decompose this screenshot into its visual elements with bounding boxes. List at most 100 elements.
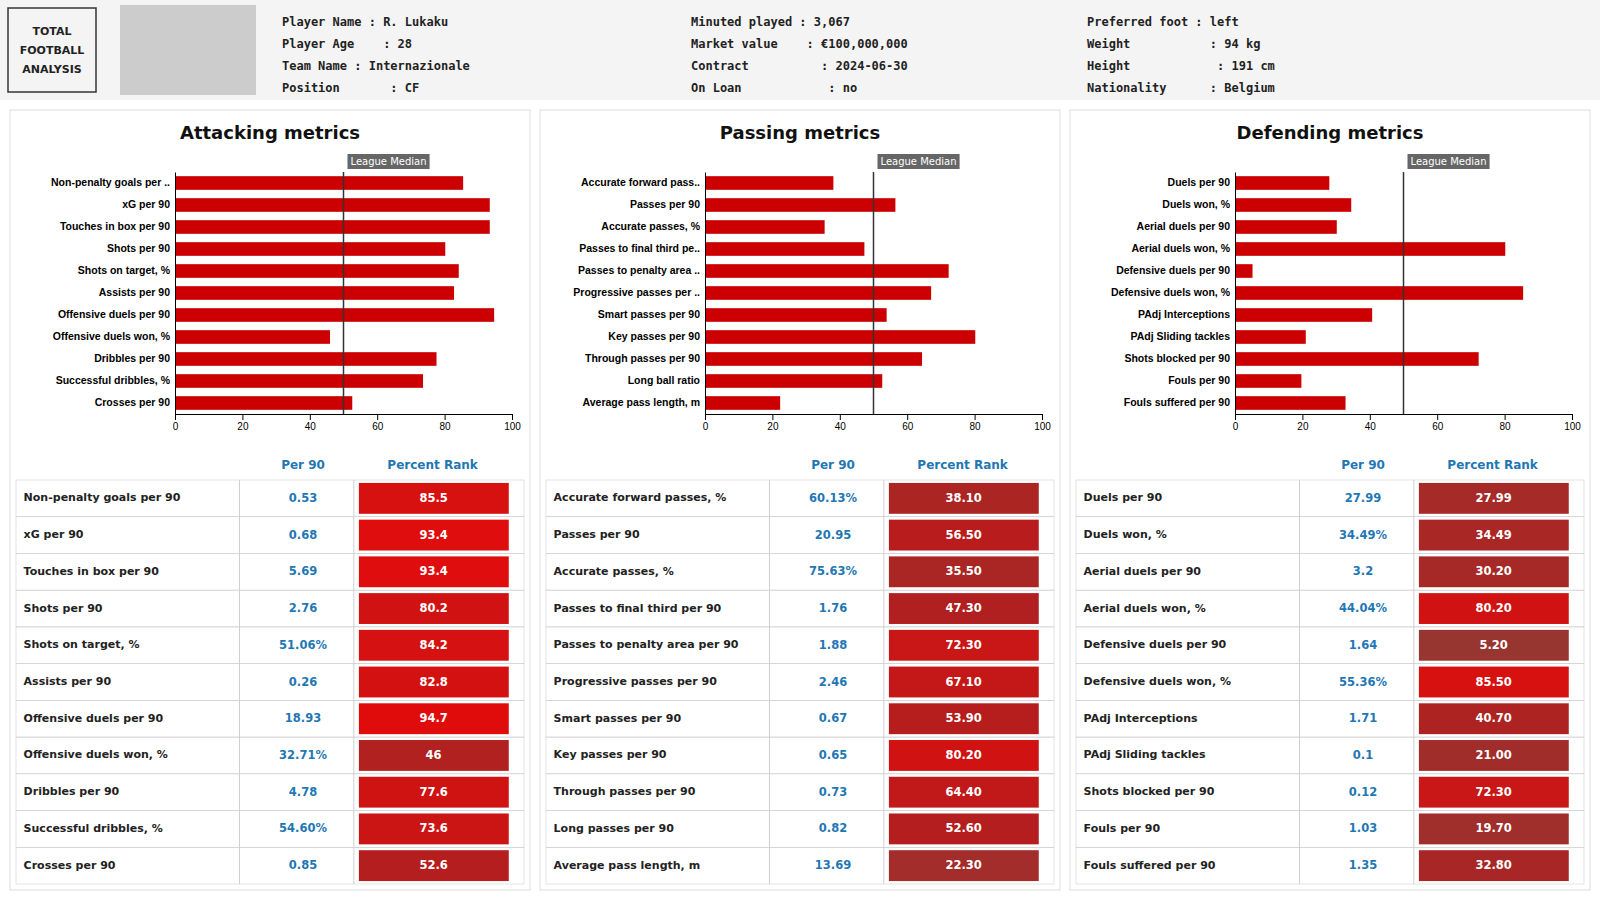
table-label: Accurate passes, % (554, 565, 674, 578)
x-tick-mark (772, 414, 773, 420)
table-label: Aerial duels won, % (1084, 602, 1206, 615)
pct-rank-label: 73.6 (419, 821, 447, 835)
pct-rank-box (359, 667, 509, 698)
y-tick-label: Fouls suffered per 90 (1124, 396, 1230, 408)
pct-rank-box (359, 556, 509, 587)
bar (705, 352, 922, 366)
pct-rank-label: 21.00 (1475, 748, 1511, 762)
median-label-text: League Median (881, 156, 957, 167)
per90-value: 1.76 (819, 601, 847, 615)
bar-chart: League Median020406080100Accurate forwar… (573, 154, 1051, 432)
y-tick: Accurate forward pass.. (581, 176, 700, 188)
table-label: Duels won, % (1084, 528, 1167, 541)
x-tick-label: 20 (237, 421, 249, 432)
median-line (1403, 172, 1405, 414)
bar (1235, 242, 1505, 256)
table-divider (353, 553, 354, 590)
table-divider (1299, 590, 1300, 627)
pct-rank-box (889, 813, 1039, 844)
table-divider (883, 590, 884, 627)
pct-rank-box (359, 593, 509, 624)
table-label: Key passes per 90 (554, 748, 667, 761)
pct-rank-box (359, 630, 509, 661)
pct-rank-label: 52.60 (945, 821, 981, 835)
y-tick: PAdj Interceptions (1138, 308, 1230, 320)
x-tick-mark (242, 414, 243, 420)
table: Per 90Percent RankAccurate forward passe… (546, 458, 1054, 885)
panel: Passing metricsLeague Median020406080100… (540, 110, 1060, 890)
y-tick-label: Accurate passes, % (601, 220, 700, 232)
table-label: Shots per 90 (24, 602, 103, 615)
pct-rank-label: 72.30 (945, 638, 981, 652)
per90-value: 0.65 (819, 748, 847, 762)
player-info: Contract : 2024-06-30 (691, 59, 908, 73)
table: Per 90Percent RankDuels per 9027.9927.99… (1076, 458, 1584, 885)
per90-value: 75.63% (809, 564, 857, 578)
bar (1235, 352, 1479, 366)
pct-rank-box (359, 520, 509, 551)
pct-rank-box (889, 703, 1039, 734)
x-tick-label: 40 (835, 421, 847, 432)
table-divider (769, 480, 770, 517)
pct-rank-label: 5.20 (1479, 638, 1507, 652)
y-tick-label: Key passes per 90 (608, 330, 700, 342)
table-divider (239, 737, 240, 774)
per90-value: 0.12 (1349, 785, 1377, 799)
bar (705, 176, 833, 190)
x-tick-label: 40 (1365, 421, 1377, 432)
y-tick: Duels per 90 (1168, 176, 1231, 188)
y-tick-label: Shots per 90 (107, 242, 170, 254)
table-row (1076, 737, 1584, 774)
x-tick-mark (975, 414, 976, 420)
table-divider (1413, 627, 1414, 664)
x-tick-mark (175, 414, 176, 420)
per90-value: 1.03 (1349, 821, 1377, 835)
x-tick: 20 (237, 414, 249, 432)
table-row (1076, 627, 1584, 664)
table-label: Fouls per 90 (1084, 822, 1161, 835)
per90-value: 32.71% (279, 748, 327, 762)
per90-value: 51.06% (279, 638, 327, 652)
per90-value: 0.73 (819, 785, 847, 799)
x-tick-label: 20 (767, 421, 779, 432)
pct-rank-label: 64.40 (945, 785, 981, 799)
header: TOTALFOOTBALLANALYSISPlayer Name : R. Lu… (0, 0, 1600, 100)
table-header: Per 90 (811, 458, 855, 472)
pct-rank-label: 84.2 (419, 638, 447, 652)
table-row (546, 517, 1054, 554)
table-header: Per 90 (1341, 458, 1385, 472)
y-tick: Accurate passes, % (601, 220, 700, 232)
table-row (546, 847, 1054, 884)
y-tick: Crosses per 90 (95, 396, 170, 408)
per90-value: 1.88 (819, 638, 847, 652)
table-divider (239, 553, 240, 590)
panel-frame (1070, 110, 1590, 890)
x-tick-label: 20 (1297, 421, 1309, 432)
bar (705, 286, 931, 300)
table-divider (353, 590, 354, 627)
y-axis: Non-penalty goals per ..xG per 90Touches… (51, 173, 176, 415)
table-label: Passes to penalty area per 90 (554, 638, 739, 651)
bar (175, 198, 490, 212)
x-tick: 20 (767, 414, 779, 432)
table-divider (883, 664, 884, 701)
x-tick-mark (907, 414, 908, 420)
table-row (546, 590, 1054, 627)
table-row (1076, 811, 1584, 848)
y-tick-label: PAdj Interceptions (1138, 308, 1230, 320)
table-divider (1413, 737, 1414, 774)
median-line (343, 172, 345, 414)
y-tick: Average pass length, m (583, 396, 700, 408)
table-label: Shots on target, % (24, 638, 140, 651)
table-header: Percent Rank (1447, 458, 1538, 472)
y-axis-line (705, 173, 706, 415)
table-row (16, 811, 524, 848)
bar (705, 264, 949, 278)
pct-rank-box (359, 813, 509, 844)
table-row (16, 774, 524, 811)
logo-box (8, 8, 96, 92)
table-label: Offensive duels per 90 (24, 712, 164, 725)
per90-value: 13.69 (815, 858, 851, 872)
table-row (16, 553, 524, 590)
table-divider (1413, 700, 1414, 737)
